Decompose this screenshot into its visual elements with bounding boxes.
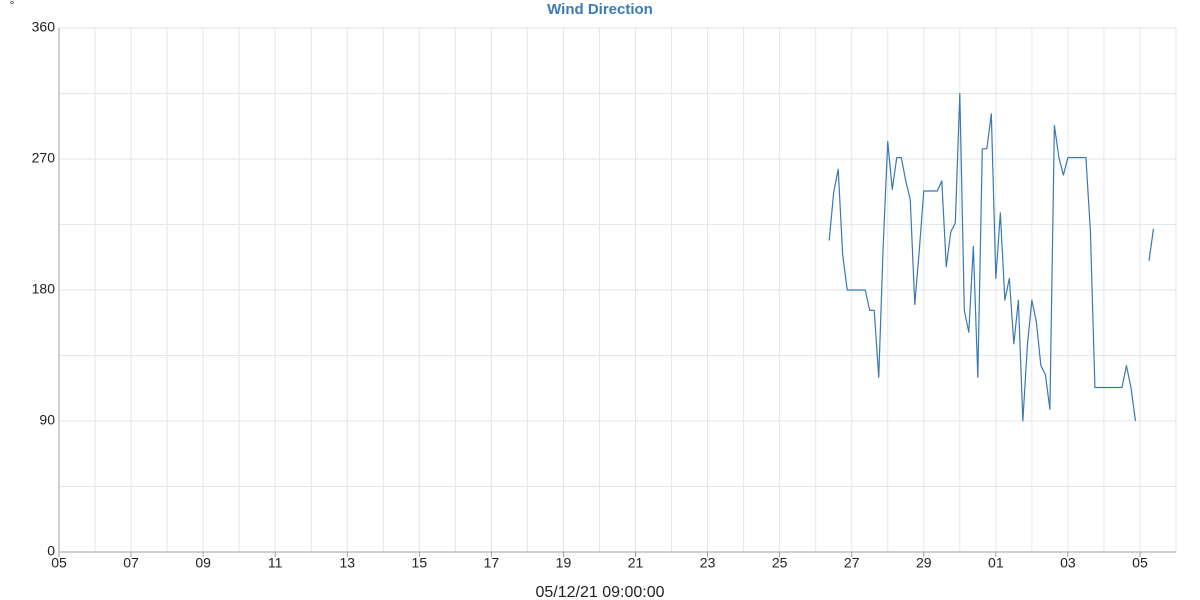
y-tick-label: 180 bbox=[32, 281, 56, 297]
y-unit-label: ° bbox=[10, 0, 15, 12]
x-tick-label: 05 bbox=[51, 555, 67, 571]
x-tick-label: 11 bbox=[268, 555, 283, 571]
x-tick-label: 07 bbox=[123, 555, 139, 571]
x-tick-label: 09 bbox=[195, 555, 211, 571]
x-tick-label: 19 bbox=[556, 555, 572, 571]
chart-title: Wind Direction bbox=[547, 1, 653, 18]
x-tick-label: 03 bbox=[1060, 555, 1076, 571]
x-tick-label: 01 bbox=[988, 555, 1004, 571]
x-axis-label: 05/12/21 09:00:00 bbox=[535, 584, 664, 600]
x-tick-label: 27 bbox=[844, 555, 860, 571]
x-tick-label: 25 bbox=[772, 555, 788, 571]
x-tick-label: 17 bbox=[484, 555, 500, 571]
x-tick-label: 13 bbox=[339, 555, 355, 571]
x-tick-label: 23 bbox=[700, 555, 716, 571]
y-tick-label: 270 bbox=[32, 150, 56, 166]
data-line bbox=[828, 92, 1155, 422]
x-tick-label: 29 bbox=[916, 555, 932, 571]
x-tick-label: 15 bbox=[412, 555, 428, 571]
x-tick-label: 05 bbox=[1132, 555, 1148, 571]
x-tick-label: 21 bbox=[628, 555, 644, 571]
y-tick-label: 0 bbox=[47, 543, 55, 559]
y-tick-label: 90 bbox=[39, 412, 55, 428]
y-tick-label: 360 bbox=[32, 19, 56, 35]
